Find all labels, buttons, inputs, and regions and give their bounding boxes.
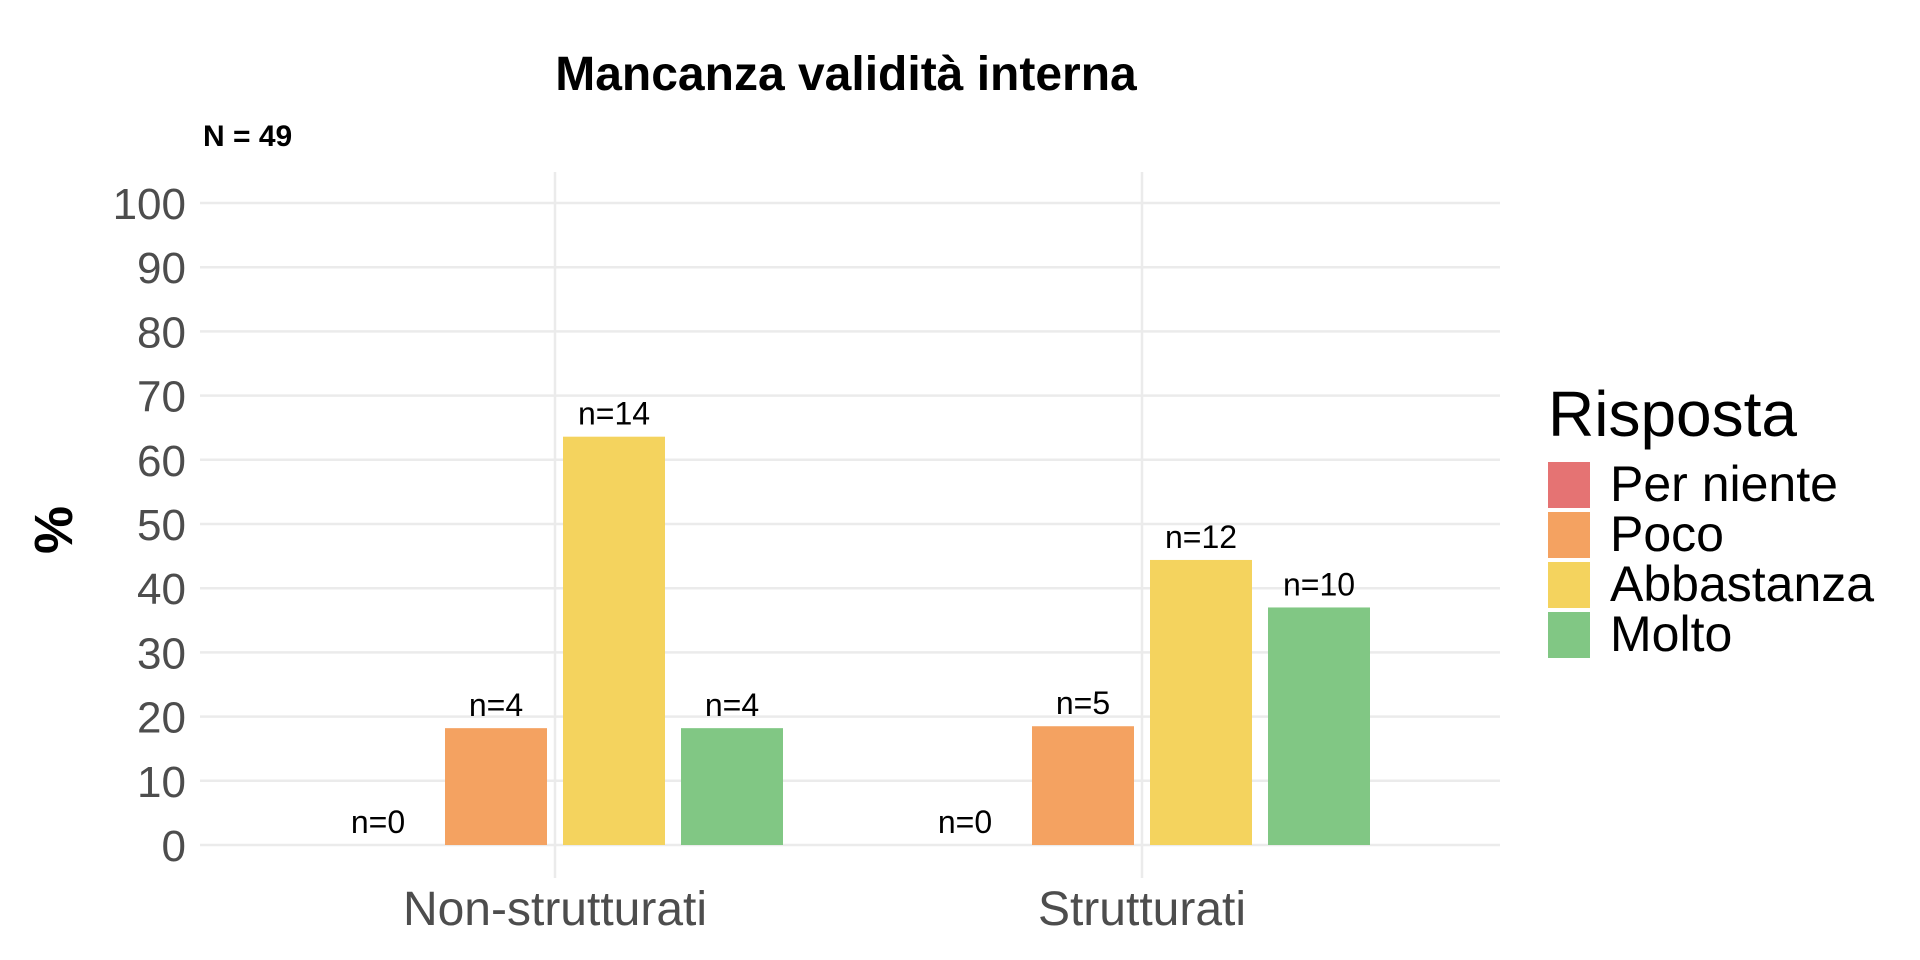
bar-value-label: n=10	[1283, 566, 1355, 602]
data-labels: n=0 n=4 n=14 n=4 n=0 n=5 n=12 n=10	[351, 396, 1355, 840]
bars	[445, 436, 1370, 845]
y-tick-label: 80	[137, 308, 186, 357]
bar-poco	[445, 728, 547, 845]
bar-abbastanza	[563, 436, 665, 845]
x-axis-ticks: Non-strutturati Strutturati	[403, 883, 1246, 936]
y-axis-label: %	[24, 506, 84, 554]
bar-abbastanza	[1150, 559, 1252, 845]
legend-label: Abbastanza	[1610, 556, 1874, 612]
legend-label: Per niente	[1610, 456, 1838, 512]
y-tick-label: 100	[113, 180, 186, 229]
legend-swatch	[1548, 462, 1590, 508]
legend-swatch	[1548, 612, 1590, 658]
chart-title: Mancanza validità interna	[555, 48, 1137, 101]
x-tick-label: Strutturati	[1038, 883, 1246, 936]
x-tick-label: Non-strutturati	[403, 883, 707, 936]
bar-value-label: n=12	[1165, 519, 1237, 555]
legend-swatch	[1548, 562, 1590, 608]
bar-poco	[1032, 726, 1134, 845]
chart-subtitle: N = 49	[203, 120, 292, 153]
legend-title: Risposta	[1548, 378, 1797, 450]
bar-value-label: n=0	[938, 804, 992, 840]
bar-molto	[681, 728, 783, 845]
grid-lines	[200, 172, 1500, 878]
y-axis-ticks: 0 10 20 30 40 50 60 70 80 90 100	[113, 180, 186, 871]
bar-value-label: n=5	[1056, 685, 1110, 721]
y-tick-label: 90	[137, 244, 186, 293]
bar-value-label: n=14	[578, 396, 650, 432]
y-tick-label: 10	[137, 758, 186, 807]
y-tick-label: 60	[137, 437, 186, 486]
legend-swatch	[1548, 512, 1590, 558]
bar-value-label: n=0	[351, 804, 405, 840]
y-tick-label: 0	[162, 822, 186, 871]
bar-value-label: n=4	[705, 687, 759, 723]
y-tick-label: 70	[137, 373, 186, 422]
y-tick-label: 20	[137, 694, 186, 743]
bar-molto	[1268, 607, 1370, 845]
y-tick-label: 40	[137, 565, 186, 614]
y-tick-label: 50	[137, 501, 186, 550]
y-tick-label: 30	[137, 629, 186, 678]
bar-value-label: n=4	[469, 687, 523, 723]
legend-label: Molto	[1610, 606, 1732, 662]
legend-label: Poco	[1610, 506, 1724, 562]
